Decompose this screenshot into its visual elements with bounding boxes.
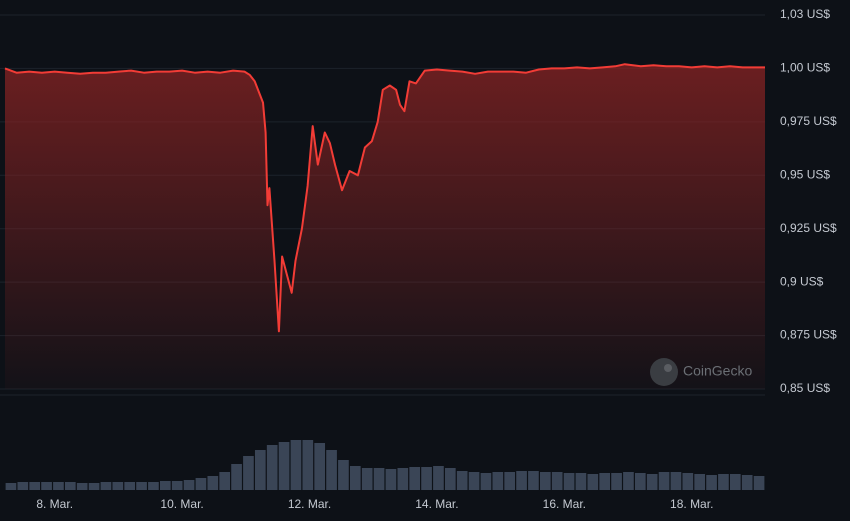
y-tick-label: 1,03 US$ [780,7,830,21]
volume-bar [646,474,658,490]
area-layer [5,64,765,389]
volume-bar [528,471,539,490]
x-tick-label: 8. Mar. [36,497,73,511]
volume-bar [373,468,385,490]
volume-bar [100,482,112,490]
volume-bar [468,472,480,490]
volume-bar [76,483,88,490]
y-tick-label: 0,95 US$ [780,167,830,181]
volume-bar [207,476,219,490]
price-area [5,64,765,389]
x-tick-label: 10. Mar. [160,497,203,511]
volume-bar [41,482,52,490]
volume-bar [326,450,337,490]
y-tick-label: 0,875 US$ [780,328,837,342]
y-tick-label: 0,975 US$ [780,114,837,128]
volume-bar [634,473,646,490]
watermark: CoinGecko [650,358,752,386]
y-tick-label: 0,9 US$ [780,274,824,288]
volume-bar [53,482,64,490]
volume-bar [729,474,741,490]
x-tick-label: 12. Mar. [288,497,331,511]
labels: 1,03 US$ 1,00 US$ 0,975 US$ 0,95 US$ 0,925 U… [36,7,837,511]
volume-bar [124,482,136,490]
volume-bar [516,471,527,490]
volume-bar [338,460,349,490]
volume-layer [5,440,765,490]
x-tick-label: 18. Mar. [670,497,713,511]
volume-bar [563,473,575,490]
watermark-logo [650,358,678,386]
volume-bar [397,468,409,490]
volume-bar [136,482,147,490]
volume-bar [587,474,599,490]
volume-bar [231,464,242,490]
price-line [4,63,765,333]
volume-bar [599,473,611,490]
volume-bar [718,474,729,490]
volume-bar [694,474,706,490]
y-tick-label: 1,00 US$ [780,61,830,75]
volume-bar [480,473,492,490]
volume-bar [266,445,278,490]
volume-bar [183,480,195,490]
volume-bar [29,482,41,490]
volume-bar [456,471,468,490]
volume-bar [682,473,694,490]
volume-bar [623,472,634,490]
volume-bar [421,467,432,490]
line-layer [4,63,765,333]
watermark-text: CoinGecko [683,363,752,379]
volume-bar [741,475,753,490]
x-tick-label: 14. Mar. [415,497,458,511]
watermark-logo-eye [664,364,672,372]
volume-bar [504,472,516,490]
volume-bar [219,472,231,490]
volume-bar [385,469,397,490]
volume-bar [409,467,421,490]
volume-bar [112,482,124,490]
volume-bar [658,472,670,490]
volume-bar [278,442,290,490]
volume-bar [706,475,717,490]
volume-bar [670,472,682,490]
volume-bar [444,468,456,490]
volume-bar [551,472,563,490]
volume-bar [17,482,29,490]
volume-bar [290,440,302,490]
volume-bar [195,478,207,490]
volume-bar [349,466,361,490]
volume-bar [159,481,171,490]
volume-bar [539,472,551,490]
x-tick-label: 16. Mar. [543,497,586,511]
volume-bar [64,482,76,490]
volume-bar [314,443,326,490]
volume-bar [5,483,17,490]
volume-bar [575,473,587,490]
volume-bar [243,456,254,490]
volume-bar [88,483,100,490]
volume-bar [148,482,159,490]
y-tick-label: 0,925 US$ [780,221,837,235]
volume-bar [254,450,266,490]
volume-bar [433,466,444,490]
volume-bar [492,472,504,490]
volume-bar [611,473,622,490]
volume-bar [361,468,373,490]
volume-bar [753,476,765,490]
volume-bar [302,440,314,490]
y-tick-label: 0,85 US$ [780,381,830,395]
volume-bar [171,481,183,490]
